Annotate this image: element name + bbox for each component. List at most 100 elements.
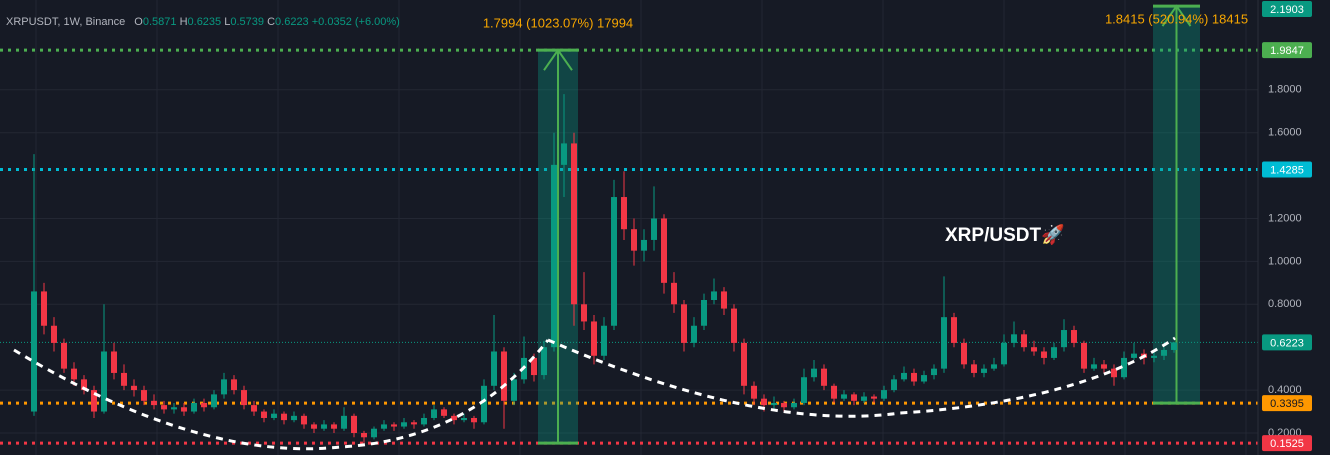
price-tag-label: 1.4285 (1270, 164, 1304, 176)
candle-body (31, 291, 37, 412)
candle-body (381, 424, 387, 429)
candle-body (1051, 347, 1057, 358)
price-tag-label: 0.1525 (1270, 438, 1304, 450)
candle-body (491, 351, 497, 386)
candle-body (411, 422, 417, 425)
ohlc-value: 0.6235 (188, 16, 222, 28)
price-axis (1258, 0, 1330, 455)
y-tick-label: 0.8000 (1268, 298, 1302, 310)
candle-body (921, 375, 927, 382)
candle-body (291, 415, 297, 421)
axis-labels: 0.20000.40000.80001.00001.20001.60001.80… (1262, 1, 1312, 452)
ohlc-label: O (134, 16, 143, 28)
y-tick-label: 0.4000 (1268, 384, 1302, 396)
candles (31, 94, 1177, 444)
candle-body (741, 342, 747, 386)
ohlc-label: C (267, 16, 275, 28)
candle-body (261, 411, 267, 418)
ohlc-value: 0.5871 (143, 16, 177, 28)
candle-body (731, 308, 737, 343)
measure-label: 1.8415 (520.94%) 18415 (1105, 11, 1248, 26)
candle-body (821, 368, 827, 386)
candle-body (661, 218, 667, 283)
candle-body (1171, 342, 1177, 350)
candle-body (621, 197, 627, 230)
candle-body (501, 351, 507, 401)
ohlc-value: 0.6223 (275, 16, 309, 28)
candle-body (791, 402, 797, 408)
candle-body (851, 394, 857, 401)
candle-body (231, 379, 237, 391)
candle-body (151, 400, 157, 406)
price-tag-label: 0.3395 (1270, 398, 1304, 410)
candle-body (841, 394, 847, 399)
candle-body (541, 347, 547, 376)
candle-body (351, 415, 357, 433)
candle-body (1021, 334, 1027, 348)
candle-body (171, 407, 177, 410)
candle-body (951, 317, 957, 343)
candle-body (761, 398, 767, 406)
candle-body (681, 304, 687, 343)
candle-body (471, 417, 477, 423)
candle-body (241, 390, 247, 406)
candle-body (121, 372, 127, 386)
candle-body (931, 368, 937, 376)
candle-body (131, 385, 137, 391)
candle-body (641, 239, 647, 251)
candle-body (801, 377, 807, 403)
measure-label: 1.7994 (1023.07%) 17994 (483, 16, 633, 31)
candle-body (581, 304, 587, 322)
candle-body (451, 415, 457, 421)
ohlc-label: H (180, 16, 188, 28)
candle-body (721, 291, 727, 309)
candle-body (331, 424, 337, 429)
price-tag (1262, 1, 1312, 17)
candle-body (181, 407, 187, 412)
candle-body (141, 390, 147, 401)
trend-curve (13, 339, 550, 451)
candle-body (881, 390, 887, 399)
candle-body (421, 417, 427, 425)
candle-body (311, 424, 317, 429)
candle-body (41, 291, 47, 326)
candle-body (671, 282, 677, 305)
candle-body (341, 415, 347, 429)
candle-body (1061, 330, 1067, 348)
measures: 1.7994 (1023.07%) 17994 1.8415 (520.94%) … (483, 4, 1248, 445)
header: XRPUSDT, 1W, Binance O0.5871 H0.6235 L0.… (6, 16, 400, 28)
candle-body (281, 413, 287, 421)
ohlc-label: L (224, 16, 230, 28)
candle-body (571, 143, 577, 305)
candle-body (961, 342, 967, 365)
price-tag (1262, 42, 1312, 59)
candle-body (61, 342, 67, 369)
candle-body (1011, 334, 1017, 343)
candle-body (981, 368, 987, 373)
candle-body (481, 385, 487, 423)
candle-body (461, 417, 467, 421)
price-tag (1262, 334, 1312, 351)
candle-body (531, 357, 537, 376)
candle-body (941, 317, 947, 369)
candle-body (211, 394, 217, 408)
candle-body (601, 325, 607, 356)
y-tick-label: 1.6000 (1268, 127, 1302, 139)
candle-body (691, 325, 697, 343)
candle-body (371, 428, 377, 438)
y-tick-label: 1.0000 (1268, 255, 1302, 267)
candle-body (91, 390, 97, 412)
candle-body (1071, 330, 1077, 343)
price-tag-label: 1.9847 (1270, 45, 1304, 57)
candle-body (101, 351, 107, 412)
candle-body (811, 368, 817, 378)
candle-body (781, 402, 787, 408)
candle-body (441, 409, 447, 416)
measure-arrowhead (543, 48, 573, 71)
candle-body (611, 197, 617, 326)
candle-body (301, 415, 307, 425)
candle-body (701, 300, 707, 326)
measure-arrowhead (1161, 4, 1192, 27)
candle-body (771, 402, 777, 406)
